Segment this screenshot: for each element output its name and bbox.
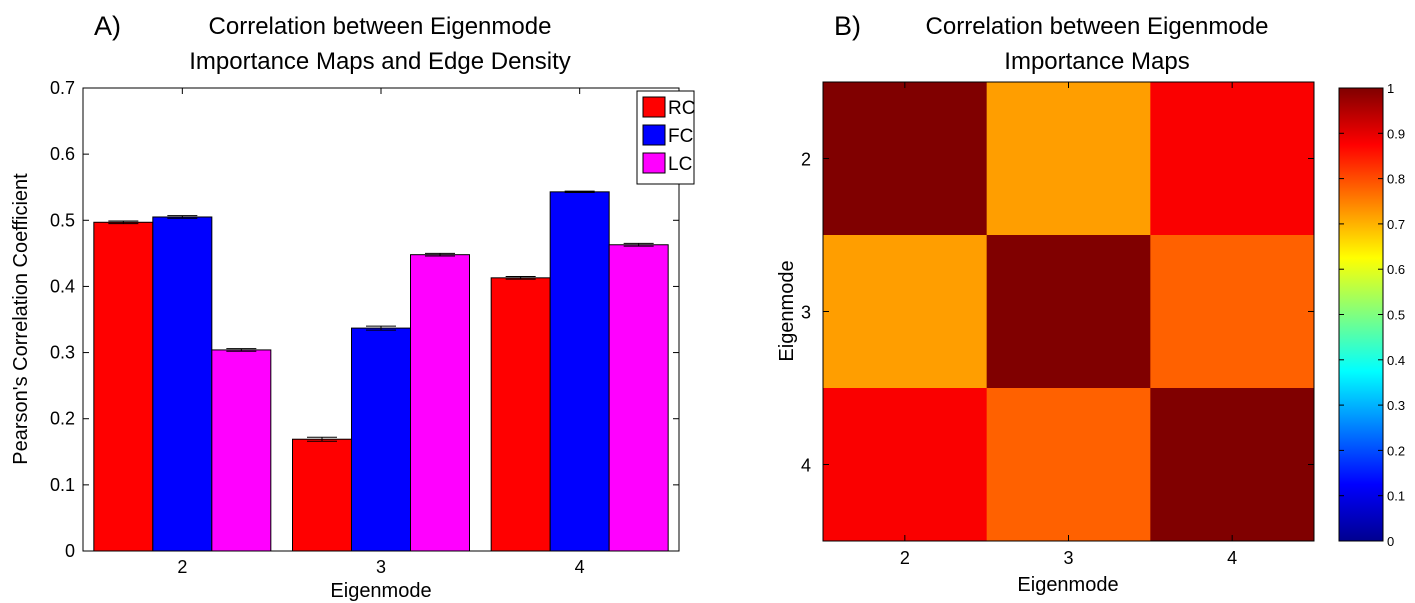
- panel-a-title-line2: Importance Maps and Edge Density: [189, 48, 571, 75]
- bar-lc-3: [410, 254, 470, 552]
- heatmap-cell-4-4: [1150, 388, 1315, 542]
- colorbar-tick-label: 0.4: [1387, 353, 1405, 368]
- colorbar-tick-label: 0.5: [1387, 308, 1405, 323]
- legend: RC FC LC: [636, 90, 695, 185]
- bar-y-tick-label: 0: [65, 541, 75, 561]
- colorbar-ticks: 0 0.1 0.2 0.3 0.4 0.5 0.6 0.7 0.8 0.9 1: [1339, 81, 1405, 549]
- bar-y-tick-label: 0.2: [50, 409, 75, 429]
- bar-x-tick-label: 4: [575, 557, 585, 577]
- colorbar: 0 0.1 0.2 0.3 0.4 0.5 0.6 0.7 0.8 0.9 1: [1338, 81, 1405, 549]
- colorbar-tick-label: 0.9: [1387, 126, 1405, 141]
- colorbar-tick-label: 0.2: [1387, 443, 1405, 458]
- heatmap-ticks: 2 3 4 2 3 4: [801, 82, 1314, 568]
- heatmap-x-axis-label: Eigenmode: [1017, 574, 1118, 596]
- heatmap-cell-2-4: [1150, 82, 1315, 236]
- heatmap-y-tick-label: 3: [801, 303, 811, 323]
- legend-swatch-lc: [642, 152, 666, 174]
- heatmap-y-tick-label: 2: [801, 150, 811, 170]
- bar-rc-4: [490, 277, 551, 552]
- bar-x-axis-label: Eigenmode: [330, 580, 431, 602]
- legend-label-fc: FC: [668, 126, 693, 147]
- heatmap-cell-4-2: [823, 388, 988, 542]
- heatmap-y-tick-label: 4: [801, 456, 811, 476]
- panel-b-letter: B): [834, 11, 861, 41]
- legend-swatch-rc: [642, 96, 666, 118]
- bars: [93, 190, 669, 552]
- colorbar-tick-label: 0: [1387, 534, 1394, 549]
- bar-fc-2: [152, 216, 213, 552]
- heatmap-cells: [823, 82, 1315, 542]
- heatmap-cell-3-3: [986, 235, 1151, 389]
- bar-x-tick-label: 2: [177, 557, 187, 577]
- bar-y-tick-label: 0.6: [50, 144, 75, 164]
- colorbar-tick-label: 0.8: [1387, 172, 1405, 187]
- heatmap-y-axis-label: Eigenmode: [776, 260, 798, 361]
- colorbar-gradient: [1338, 87, 1384, 542]
- bar-y-ticks: 0 0.1 0.2 0.3 0.4 0.5 0.6 0.7: [50, 78, 679, 561]
- colorbar-tick-label: 0.3: [1387, 398, 1405, 413]
- colorbar-tick-label: 1: [1387, 81, 1394, 96]
- legend-label-lc: LC: [668, 154, 692, 175]
- bar-fc-3: [351, 327, 411, 552]
- bar-y-tick-label: 0.3: [50, 343, 75, 363]
- heatmap: 2 3 4 2 3 4 Eigenmode Eigenmode: [776, 81, 1315, 596]
- bar-y-axis-label: Pearson's Correlation Coefficient: [10, 173, 32, 465]
- colorbar-tick-label: 0.1: [1387, 489, 1405, 504]
- heatmap-x-tick-label: 2: [900, 548, 910, 568]
- heatmap-cell-4-3: [986, 388, 1151, 542]
- bar-chart: 0 0.1 0.2 0.3 0.4 0.5 0.6 0.7 2 3 4 Eigenmode Pea…: [10, 78, 695, 602]
- bar-y-tick-label: 0.4: [50, 276, 75, 296]
- bar-lc-4: [608, 244, 669, 552]
- heatmap-cell-2-2: [823, 82, 988, 236]
- panel-b-title-line2: Importance Maps: [1004, 48, 1189, 75]
- bar-fc-4: [549, 191, 610, 552]
- heatmap-x-tick-label: 3: [1063, 548, 1073, 568]
- legend-swatch-fc: [642, 124, 666, 146]
- panel-a-letter: A): [94, 11, 121, 41]
- heatmap-cell-3-4: [1150, 235, 1315, 389]
- colorbar-tick-label: 0.6: [1387, 262, 1405, 277]
- heatmap-cell-2-3: [986, 82, 1151, 236]
- bar-y-tick-label: 0.5: [50, 210, 75, 230]
- legend-label-rc: RC: [668, 98, 695, 119]
- colorbar-tick-label: 0.7: [1387, 217, 1405, 232]
- panel-b-title-line1: Correlation between Eigenmode: [926, 13, 1269, 40]
- bar-rc-3: [292, 438, 352, 552]
- bar-y-tick-label: 0.1: [50, 475, 75, 495]
- bar-x-tick-label: 3: [376, 557, 386, 577]
- heatmap-cell-3-2: [823, 235, 988, 389]
- bar-y-tick-label: 0.7: [50, 78, 75, 98]
- heatmap-x-tick-label: 4: [1227, 548, 1237, 568]
- bar-lc-2: [211, 349, 272, 552]
- panel-a-title-line1: Correlation between Eigenmode: [209, 13, 552, 40]
- bar-rc-2: [93, 221, 154, 552]
